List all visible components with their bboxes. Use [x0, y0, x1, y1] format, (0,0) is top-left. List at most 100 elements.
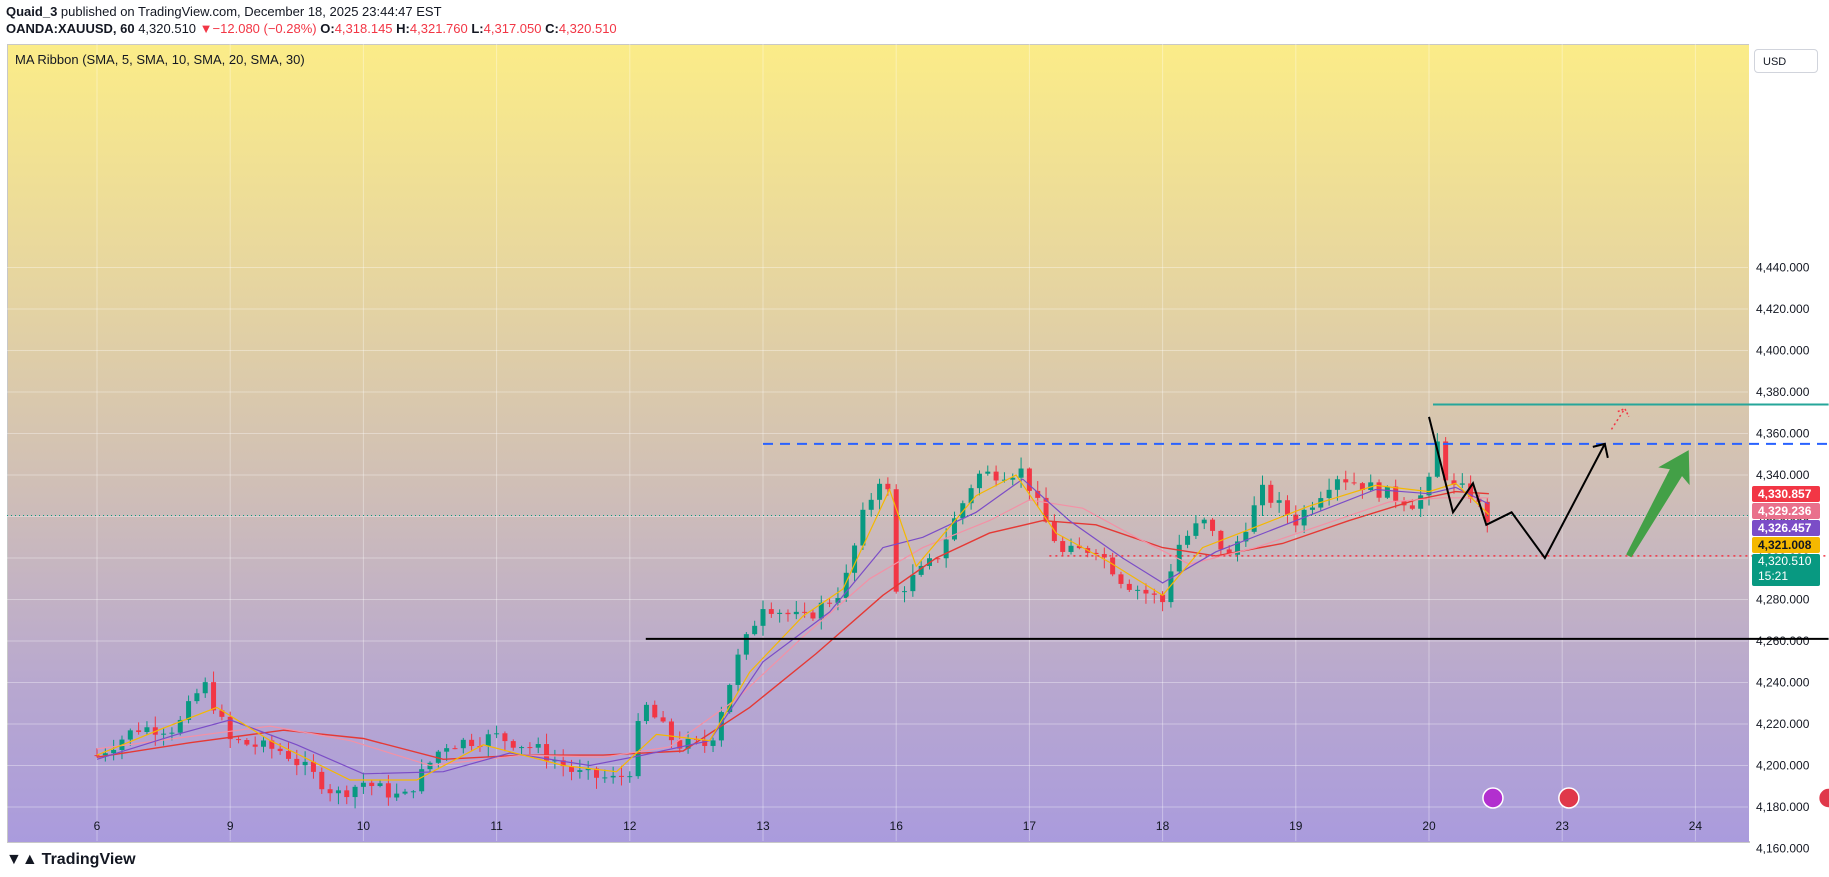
candle-body — [818, 602, 824, 619]
candle-body — [702, 739, 708, 746]
x-tick-label: 23 — [1556, 819, 1570, 833]
candle-body — [743, 634, 749, 655]
candle-body — [444, 748, 450, 752]
candle-body — [1443, 441, 1449, 481]
candle-body — [1135, 589, 1141, 591]
bar-countdown: 15:21 — [1758, 568, 1789, 583]
candle-body — [910, 574, 916, 592]
publish-info: Quaid_3 published on TradingView.com, De… — [6, 4, 442, 19]
y-tick-label: 4,240.000 — [1756, 676, 1810, 690]
candle-body — [1268, 484, 1274, 503]
candle-body — [1068, 545, 1074, 552]
candle-body — [1060, 541, 1066, 552]
candle-body — [968, 488, 974, 504]
candle-body — [410, 791, 416, 793]
candle-body — [1160, 594, 1166, 603]
ma20-price-tag: 4,329.236 — [1752, 502, 1820, 519]
candle-body — [419, 769, 425, 792]
candle-body — [310, 761, 316, 772]
candle-body — [727, 684, 733, 713]
economic-event-icon[interactable] — [1817, 787, 1829, 809]
y-tick-label: 4,420.000 — [1756, 302, 1810, 316]
candle-body — [677, 740, 683, 749]
currency-button[interactable]: USD — [1754, 49, 1818, 73]
candle-body — [352, 786, 358, 798]
candle-body — [1226, 549, 1232, 555]
logo-text: TradingView — [41, 851, 136, 868]
candle-body — [610, 775, 616, 778]
candle-body — [885, 483, 891, 490]
ma5-line — [96, 474, 1490, 781]
low-label: L: — [471, 21, 484, 36]
candle-body — [161, 733, 167, 735]
candle-body — [127, 730, 133, 740]
green-target-arrow — [1626, 450, 1690, 558]
close-label: C: — [545, 21, 559, 36]
candle-body — [827, 602, 833, 604]
indicator-legend[interactable]: MA Ribbon (SMA, 5, SMA, 10, SMA, 20, SMA… — [15, 52, 305, 67]
tv-logo-icon: ▼▲ — [6, 851, 38, 868]
candle-body — [785, 612, 791, 615]
symbol-label[interactable]: OANDA:XAUUSD, 60 — [6, 21, 135, 36]
candle-body — [252, 744, 258, 747]
candle-body — [1309, 507, 1315, 510]
author-name[interactable]: Quaid_3 — [6, 4, 58, 19]
candle-body — [211, 682, 217, 711]
candle-body — [227, 716, 233, 740]
price-axis[interactable] — [1749, 44, 1829, 841]
candle-body — [527, 747, 533, 749]
high-value: 4,321.760 — [409, 21, 468, 36]
candle-body — [1168, 571, 1174, 603]
candle-body — [635, 721, 641, 777]
current-price-tag: 4,320.510 15:21 — [1752, 553, 1820, 586]
candle-body — [1368, 482, 1374, 491]
candle-body — [902, 591, 908, 593]
candle-body — [843, 572, 849, 598]
ma20-line — [96, 497, 1489, 767]
candle-body — [510, 741, 516, 748]
tradingview-logo[interactable]: ▼▲ TradingView — [6, 851, 136, 869]
x-tick-label: 13 — [756, 819, 770, 833]
candle-body — [1284, 500, 1290, 515]
y-tick-label: 4,400.000 — [1756, 344, 1810, 358]
candle-body — [1451, 480, 1457, 485]
open-value: 4,318.145 — [334, 21, 393, 36]
y-tick-label: 4,360.000 — [1756, 427, 1810, 441]
chart-pane[interactable] — [7, 44, 1750, 843]
candle-body — [285, 751, 291, 759]
candle-body — [760, 609, 766, 626]
candle-body — [1026, 468, 1032, 491]
economic-event-icon[interactable] — [1482, 787, 1504, 809]
x-tick-label: 24 — [1689, 819, 1703, 833]
candle-body — [435, 751, 441, 763]
candle-body — [469, 739, 475, 747]
candle-body — [893, 489, 899, 592]
target-arrow-line — [1610, 408, 1626, 430]
publish-date: published on TradingView.com, December 1… — [60, 4, 442, 19]
candle-body — [1251, 505, 1257, 532]
candle-body — [1326, 489, 1332, 499]
down-triangle-icon: ▼ — [199, 21, 213, 36]
candle-body — [302, 761, 308, 766]
economic-event-icon[interactable] — [1558, 787, 1580, 809]
y-tick-label: 4,260.000 — [1756, 634, 1810, 648]
candle-body — [385, 783, 391, 798]
candle-body — [277, 748, 283, 752]
ohlc-legend: OANDA:XAUUSD, 60 4,320.510 ▼−12.080 (−0.… — [6, 21, 617, 36]
candle-body — [1409, 505, 1415, 509]
x-tick-label: 6 — [94, 819, 101, 833]
ma30-price-tag: 4,330.857 — [1752, 485, 1820, 502]
candle-body — [868, 499, 874, 510]
candle-body — [569, 766, 575, 772]
candle-body — [835, 597, 841, 603]
y-tick-label: 4,180.000 — [1756, 800, 1810, 814]
target-arrowhead — [1617, 407, 1630, 417]
candle-body — [1276, 500, 1282, 503]
candle-body — [1260, 484, 1265, 506]
candle-body — [1484, 501, 1490, 522]
x-tick-label: 16 — [890, 819, 904, 833]
candle-body — [452, 748, 458, 750]
candle-body — [485, 734, 491, 747]
candle-body — [1243, 531, 1249, 542]
